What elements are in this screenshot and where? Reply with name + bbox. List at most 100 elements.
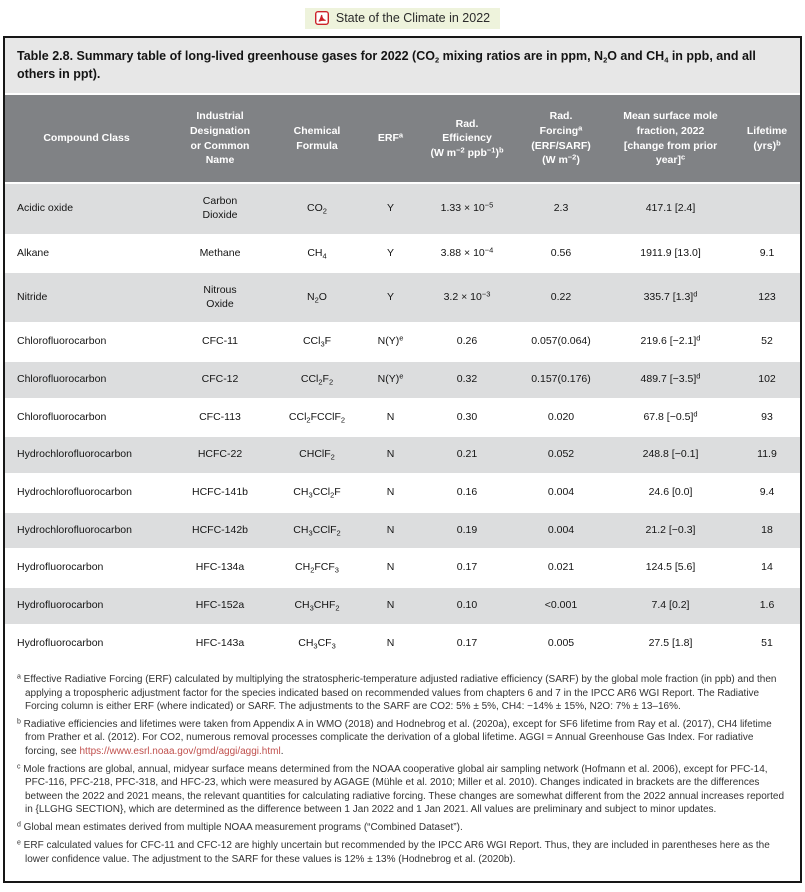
cell-name: HFC-152a [168, 585, 272, 625]
cell-compound_class: Alkane [5, 233, 168, 273]
cell-compound_class: Hydrochlorofluorocarbon [5, 435, 168, 475]
cell-compound_class: Chlorofluorocarbon [5, 360, 168, 399]
cell-formula: CO2 [272, 182, 362, 235]
cell-lifetime: 1.6 [734, 585, 800, 625]
table-row: Hydrofluorocarbon HFC-134a CH2FCF3 N 0.17 0.0… [5, 548, 800, 587]
table-row: Chlorofluorocarbon CFC-11 CCl3F N(Y)e 0.26 0.… [5, 322, 800, 362]
cell-rad_forcing: 0.057(0.064) [515, 322, 607, 362]
cell-erf: N [362, 510, 419, 550]
cell-rad_forcing: 0.005 [515, 623, 607, 662]
table-row: Hydrochlorofluorocarbon HCFC-22 CHClF2 N 0.2… [5, 435, 800, 475]
cell-erf: Y [362, 233, 419, 273]
cell-rad_forcing: <0.001 [515, 585, 607, 625]
cell-lifetime: 123 [734, 271, 800, 324]
footnote-d: d Global mean estimates derived from mul… [17, 821, 463, 834]
cell-rad_efficiency: 0.30 [419, 397, 515, 437]
cell-name: CFC-113 [168, 397, 272, 437]
table-row: Nitride Nitrous Oxide N2O Y 3.2 × 10−3 0.22 335… [5, 271, 800, 324]
cell-mole_fraction: 489.7 [−3.5]d [607, 360, 734, 399]
cell-formula: CH3CClF2 [272, 510, 362, 550]
cell-lifetime: 9.1 [734, 233, 800, 273]
pdf-icon [314, 11, 329, 25]
column-header-rad_forcing: Rad. Forcinga (ERF/SARF) (W m−2) [515, 95, 607, 184]
cell-name: CFC-12 [168, 360, 272, 399]
footnote-c: c Mole fractions are global, annual, mid… [17, 763, 784, 815]
cell-mole_fraction: 335.7 [1.3]d [607, 271, 734, 324]
cell-rad_forcing: 0.020 [515, 397, 607, 437]
footnote-b: b Radiative efficiencies and lifetimes w… [17, 718, 772, 757]
cell-lifetime: 18 [734, 510, 800, 550]
cell-mole_fraction: 417.1 [2.4] [607, 182, 734, 235]
table-body: Acidic oxide Carbon Dioxide CO2 Y 1.33 × 10−5… [5, 182, 800, 662]
cell-erf: Y [362, 271, 419, 324]
cell-rad_forcing: 0.56 [515, 233, 607, 273]
cell-formula: N2O [272, 271, 362, 324]
cell-erf: N [362, 548, 419, 587]
cell-compound_class: Hydrofluorocarbon [5, 548, 168, 587]
ghg-table-frame: Table 2.8. Summary table of long-lived g… [3, 36, 802, 884]
table-row: Hydrofluorocarbon HFC-143a CH3CF3 N 0.17 0.00… [5, 623, 800, 662]
footnote-e: e ERF calculated values for CFC-11 and C… [17, 839, 770, 865]
aggi-link[interactable]: https://www.esrl.noaa.gov/gmd/aggi/aggi.… [79, 745, 281, 757]
column-header-rad_efficiency: Rad. Efficiency (W m−2 ppb−1)b [419, 95, 515, 184]
cell-rad_efficiency: 0.26 [419, 322, 515, 362]
cell-compound_class: Hydrochlorofluorocarbon [5, 473, 168, 512]
cell-name: HCFC-142b [168, 510, 272, 550]
pdf-link-label: State of the Climate in 2022 [335, 11, 491, 25]
cell-compound_class: Hydrofluorocarbon [5, 585, 168, 625]
cell-erf: Y [362, 182, 419, 235]
column-header-mole_fraction: Mean surface mole fraction, 2022 [change f… [607, 95, 734, 184]
cell-name: HCFC-141b [168, 473, 272, 512]
cell-erf: N [362, 585, 419, 625]
cell-rad_efficiency: 0.32 [419, 360, 515, 399]
cell-lifetime: 52 [734, 322, 800, 362]
table-row: Hydrofluorocarbon HFC-152a CH3CHF2 N 0.10 <0.… [5, 585, 800, 625]
cell-erf: N [362, 397, 419, 437]
cell-formula: CH2FCF3 [272, 548, 362, 587]
cell-formula: CHClF2 [272, 435, 362, 475]
cell-rad_efficiency: 0.17 [419, 623, 515, 662]
cell-rad_forcing: 0.021 [515, 548, 607, 587]
cell-formula: CH4 [272, 233, 362, 273]
cell-name: HFC-134a [168, 548, 272, 587]
cell-rad_efficiency: 3.2 × 10−3 [419, 271, 515, 324]
cell-mole_fraction: 248.8 [−0.1] [607, 435, 734, 475]
cell-mole_fraction: 27.5 [1.8] [607, 623, 734, 662]
cell-lifetime: 102 [734, 360, 800, 399]
cell-mole_fraction: 7.4 [0.2] [607, 585, 734, 625]
cell-formula: CCl3F [272, 322, 362, 362]
cell-compound_class: Nitride [5, 271, 168, 324]
table-row: Alkane Methane CH4 Y 3.88 × 10−4 0.56 1911.9 [… [5, 233, 800, 273]
cell-lifetime [734, 182, 800, 235]
cell-rad_forcing: 0.004 [515, 473, 607, 512]
cell-mole_fraction: 1911.9 [13.0] [607, 233, 734, 273]
cell-compound_class: Chlorofluorocarbon [5, 397, 168, 437]
cell-lifetime: 93 [734, 397, 800, 437]
cell-rad_efficiency: 0.19 [419, 510, 515, 550]
cell-compound_class: Acidic oxide [5, 182, 168, 235]
cell-compound_class: Hydrochlorofluorocarbon [5, 510, 168, 550]
cell-lifetime: 14 [734, 548, 800, 587]
table-row: Chlorofluorocarbon CFC-113 CCl2FCClF2 N 0.30… [5, 397, 800, 437]
table-row: Hydrochlorofluorocarbon HCFC-141b CH3CCl2F… [5, 473, 800, 512]
cell-rad_efficiency: 0.16 [419, 473, 515, 512]
cell-lifetime: 9.4 [734, 473, 800, 512]
cell-formula: CH3CHF2 [272, 585, 362, 625]
cell-lifetime: 11.9 [734, 435, 800, 475]
cell-rad_forcing: 0.22 [515, 271, 607, 324]
cell-rad_efficiency: 3.88 × 10−4 [419, 233, 515, 273]
cell-formula: CCl2FCClF2 [272, 397, 362, 437]
pdf-link[interactable]: State of the Climate in 2022 [304, 8, 501, 29]
cell-mole_fraction: 219.6 [−2.1]d [607, 322, 734, 362]
ghg-table: Compound Class Industrial Designation or Co… [5, 95, 800, 662]
cell-name: HFC-143a [168, 623, 272, 662]
column-header-formula: Chemical Formula [272, 95, 362, 184]
cell-rad_efficiency: 0.17 [419, 548, 515, 587]
column-header-erf: ERFa [362, 95, 419, 184]
cell-mole_fraction: 21.2 [−0.3] [607, 510, 734, 550]
table-row: Chlorofluorocarbon CFC-12 CCl2F2 N(Y)e 0.32 0… [5, 360, 800, 399]
cell-name: Methane [168, 233, 272, 273]
cell-compound_class: Chlorofluorocarbon [5, 322, 168, 362]
table-header-row: Compound Class Industrial Designation or Co… [5, 95, 800, 184]
footnote-a: a Effective Radiative Forcing (ERF) calc… [17, 673, 777, 712]
